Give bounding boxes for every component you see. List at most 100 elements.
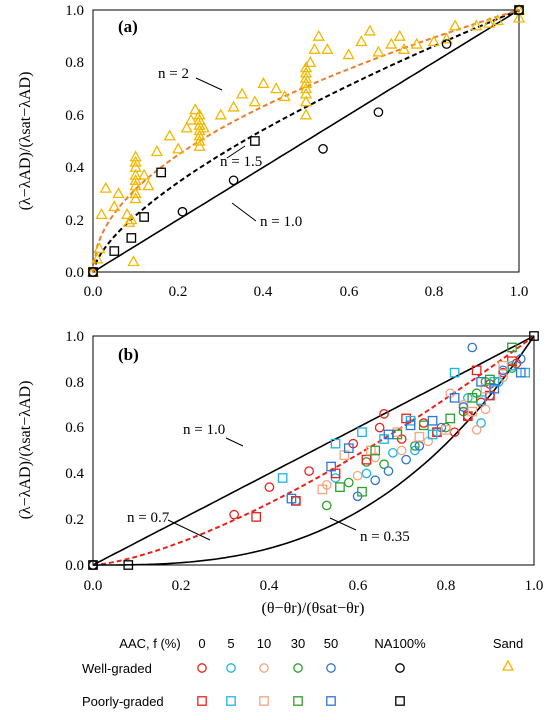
panel-a-curve-n-1-5 <box>92 9 520 273</box>
panel-a-data-point <box>227 100 240 112</box>
panel-a-data-point <box>197 121 210 133</box>
panel-b-data-point <box>317 484 328 495</box>
panel-b-points <box>88 331 539 570</box>
panel-a-ytick: 1.0 <box>65 3 84 19</box>
panel-b-data-point <box>498 360 508 371</box>
panel-b-data-point <box>286 493 297 504</box>
panel-a-data-point <box>129 155 142 167</box>
panel-a-xtick: 0.2 <box>169 284 188 300</box>
panel-a-xtick: 0.4 <box>254 284 273 300</box>
panel-b-data-point <box>251 512 262 522</box>
panel-b-data-point <box>476 418 486 428</box>
panel-b-data-point <box>414 441 425 451</box>
panel-a-ytick: 0.4 <box>65 160 84 176</box>
legend-marker <box>259 696 269 706</box>
panel-a-data-point <box>441 39 452 49</box>
panel-a-xtick: 0.0 <box>84 284 103 300</box>
panel-b-data-point <box>361 454 372 465</box>
legend-column-label: 10 <box>257 636 271 651</box>
panel-a-ytick: 0.6 <box>65 108 84 124</box>
panel-b-data-point <box>370 445 381 456</box>
panel-a-data-point <box>299 71 313 83</box>
panel-a-data-point <box>385 37 398 49</box>
panel-a-data-point <box>299 77 313 89</box>
panel-a-data-point <box>193 139 206 151</box>
panel-a-plot-frame <box>92 9 520 273</box>
panel-a-data-point <box>410 37 423 49</box>
panel-a-curve-n-1 <box>92 9 520 273</box>
legend-sand-label: Sand <box>493 636 523 651</box>
panel-a-xtick: 0.6 <box>340 284 359 300</box>
panel-b-data-point <box>88 560 98 570</box>
panel-a-data-point <box>355 35 368 47</box>
panel-b-xtick: 0.0 <box>84 578 103 594</box>
panel-a-data-point <box>270 82 283 94</box>
panel-a-data-point <box>142 179 155 191</box>
panel-a-data-point <box>184 113 198 125</box>
panel-a-data-point <box>126 233 137 243</box>
panel-b-xtick: 0.8 <box>437 578 456 594</box>
panel-a-data-point <box>177 206 188 217</box>
panel-a-data-point <box>139 212 149 222</box>
panel-b-curve-label: n = 0.35 <box>360 529 410 545</box>
panel-b-data-point <box>427 415 438 426</box>
panel-b-ytick: 1.0 <box>65 329 84 345</box>
panel-a-xtick: 0.8 <box>425 284 444 300</box>
legend-marker <box>259 663 269 673</box>
panel-a-data-point <box>321 42 334 54</box>
panel-a-annotation-leader <box>231 202 257 222</box>
panel-a-data-point <box>91 252 104 264</box>
legend-sand-marker <box>501 659 515 671</box>
panel-a-curve-label: n = 1.0 <box>260 214 302 230</box>
panel-b-data-point <box>343 477 354 488</box>
panel-a-data-point <box>189 103 202 115</box>
panel-b-data-point <box>529 331 539 341</box>
panel-b-curves <box>92 335 535 566</box>
legend-marker <box>395 663 405 673</box>
panel-b-data-point <box>396 445 407 456</box>
panel-b-data-point <box>476 376 486 387</box>
legend-marker <box>293 663 303 673</box>
panel-a-data-point <box>299 95 313 107</box>
panel-a-data-point <box>99 181 112 193</box>
panel-a-data-point <box>93 242 106 254</box>
panel-b-data-point <box>379 459 389 470</box>
panel-a-ytick: 0.2 <box>65 213 84 229</box>
panel-a-data-point <box>257 77 270 89</box>
panel-b-data-point <box>304 466 314 476</box>
panel-b-data-point <box>352 470 363 481</box>
panel-a-data-point <box>193 124 206 136</box>
panel-a-label: (a) <box>118 17 138 36</box>
legend-marker <box>197 663 207 673</box>
panel-b-annotations: n = 1.0 n = 0.7 n = 0.35 <box>127 422 410 545</box>
panel-a-curve-label: n = 2 <box>158 66 189 82</box>
panel-b-data-point <box>326 461 336 472</box>
panel-b-curve-label: n = 0.7 <box>127 510 170 526</box>
panel-a: (a) 0.0 0.2 0.4 0.6 0.8 1.0 0.0 0.2 0.4 … <box>17 3 528 300</box>
panel-a-data-point <box>512 11 526 23</box>
panel-a-data-point <box>299 108 313 120</box>
panel-b-data-point <box>335 482 345 492</box>
panel-a-points <box>86 3 526 277</box>
panel-b-data-point <box>440 425 451 435</box>
panel-b-curve-n-0-7 <box>92 335 535 566</box>
panel-b-data-point <box>467 406 478 417</box>
legend-marker <box>293 696 303 706</box>
panel-a-data-point <box>129 192 142 204</box>
panel-a-data-point <box>318 144 328 154</box>
legend-column-label: 50 <box>324 636 338 651</box>
panel-a-data-point <box>299 66 313 78</box>
panel-b-data-point <box>361 457 372 467</box>
panel-a-data-point <box>193 108 206 120</box>
panel-b-data-point <box>427 429 438 440</box>
panel-b-data-point <box>383 466 394 476</box>
panel-a-data-point <box>299 82 313 94</box>
panel-a-annotations: n = 2 n = 1.5 n = 1.0 <box>158 66 302 230</box>
panel-b-data-point <box>445 413 456 424</box>
panel-b-annotation-leader <box>167 519 211 541</box>
panel-b-data-point <box>418 418 429 428</box>
legend-marker <box>326 696 336 706</box>
panel-b-xtick: 0.2 <box>172 578 191 594</box>
panel-b-data-point <box>229 509 239 520</box>
legend-marker <box>226 696 236 706</box>
